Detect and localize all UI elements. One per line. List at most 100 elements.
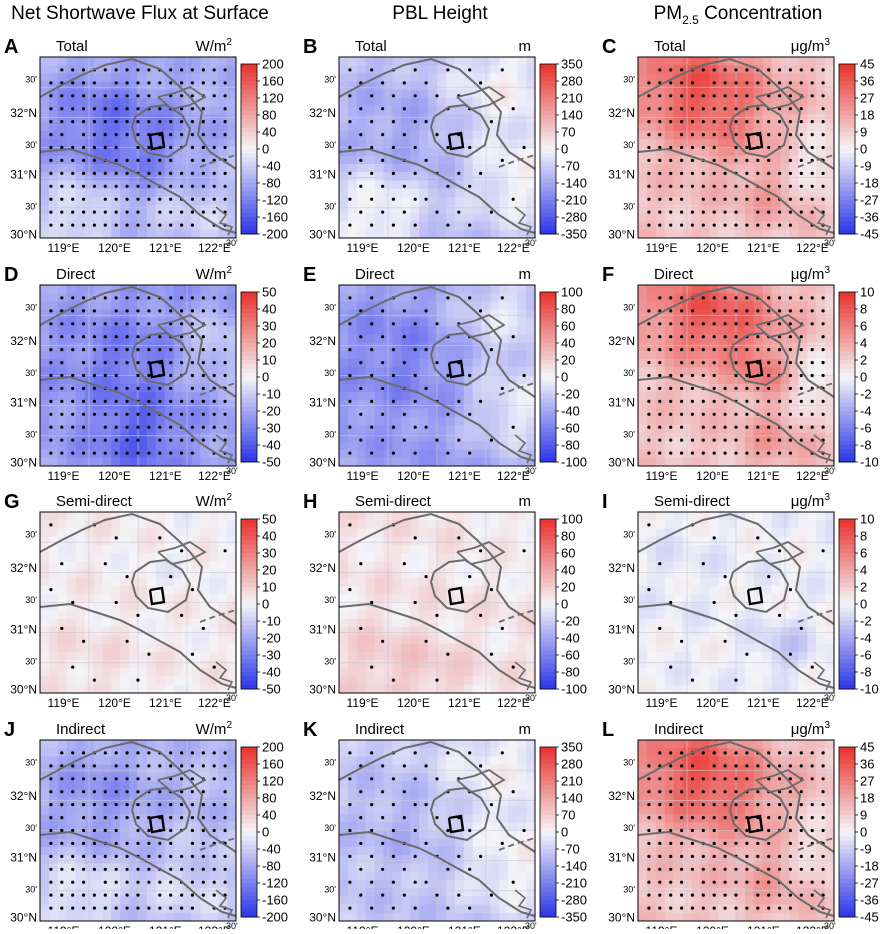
panel-d-colorbar-step — [241, 313, 257, 318]
panel-e-sig-dot — [501, 387, 504, 390]
panel-g-heat-cell — [111, 627, 120, 636]
panel-d-sig-dot — [224, 400, 227, 403]
panel-d-sig-dot — [93, 322, 96, 325]
panel-a-sig-dot — [126, 172, 129, 175]
panel-d-heat-cell — [129, 408, 138, 417]
panel-d-sig-dot — [191, 361, 194, 364]
panel-c-sig-dot — [702, 133, 705, 136]
panel-a-sig-dot — [82, 211, 85, 214]
panel-b-heat-cell — [437, 73, 446, 82]
panel-b-sig-dot — [403, 107, 406, 110]
panel-g-heat-cell — [40, 611, 49, 620]
panel-e-heat-cell — [446, 301, 455, 310]
panel-g-heat-cell — [49, 668, 58, 677]
panel-e-heat-cell — [428, 450, 437, 459]
panel-b-heat-cell — [526, 65, 535, 74]
panel-a-heat-cell — [102, 189, 111, 198]
panel-b-heat-cell — [517, 90, 526, 99]
panel-c-heat-cell — [718, 148, 727, 157]
panel-e-colorbar-step — [540, 330, 556, 335]
panel-d-colorbar-step — [241, 356, 257, 361]
panel-e-heat-cell — [455, 417, 464, 426]
panel-a-sig-dot — [115, 159, 118, 162]
panel-d-sig-dot — [104, 452, 107, 455]
panel-b-colorbar-step — [540, 85, 556, 90]
panel-d-heat-cell — [102, 458, 111, 467]
panel-f-sig-dot — [734, 322, 737, 325]
panel-d-heat-cell — [200, 417, 209, 426]
panel-a-heat-cell — [120, 148, 129, 157]
panel-e-sig-dot — [392, 426, 395, 429]
panel-d-sig-dot — [158, 348, 161, 351]
panel-a-sig-dot — [224, 133, 227, 136]
panel-a-sig-dot — [93, 120, 96, 123]
panel-d-heat-cell — [165, 408, 174, 417]
panel-g-heat-cell — [227, 561, 236, 570]
panel-e-heat-cell — [375, 326, 384, 335]
panel-g-heat-cell — [58, 677, 67, 686]
panel-f-heat-cell — [700, 351, 709, 360]
panel-f-heat-cell — [700, 376, 709, 385]
panel-e-heat-cell — [357, 425, 366, 434]
panel-g-heat-cell — [120, 603, 129, 612]
panel-b-colorbar-tick-label: -70 — [561, 159, 580, 174]
panel-f-sig-dot — [724, 426, 727, 429]
panel-a-heat-cell — [165, 213, 174, 222]
panel-f-heat-cell — [674, 441, 683, 450]
panel-e-heat-cell — [428, 318, 437, 327]
panel-e-colorbar-step — [540, 437, 556, 442]
panel-g-sig-dot — [60, 627, 63, 630]
panel-c-colorbar-step — [839, 98, 855, 103]
panel-d-sig-dot — [180, 322, 183, 325]
panel-d-colorbar-step — [241, 381, 257, 386]
panel-e-heat-cell — [508, 318, 517, 327]
panel-g-heat-cell — [156, 668, 165, 677]
panel-g-heat-cell — [120, 627, 129, 636]
panel-d-sig-dot — [202, 426, 205, 429]
panel-e-sig-dot — [348, 348, 351, 351]
panel-b-heat-cell — [517, 98, 526, 107]
panel-b-heat-cell — [366, 213, 375, 222]
panel-b-heat-cell — [357, 57, 366, 66]
pm-suffix: Concentration — [699, 3, 823, 24]
panel-f-sig-dot — [669, 296, 672, 299]
panel-e-heat-cell — [526, 334, 535, 343]
panel-e-sig-dot — [370, 452, 373, 455]
panel-e-heat-cell — [517, 400, 526, 409]
panel-b-heat-cell — [446, 123, 455, 132]
panel-c-heat-cell — [691, 73, 700, 82]
panel-f-sig-dot — [691, 374, 694, 377]
panel-a-unit: W/m2 — [196, 37, 233, 55]
panel-d-heat-cell — [102, 417, 111, 426]
panel-b-heat-cell — [508, 73, 517, 82]
panel-a-heat-cell — [58, 164, 67, 173]
panel-f-unit: μg/m3 — [791, 265, 831, 283]
panel-f-heat-cell — [665, 458, 674, 467]
panel-d-sig-dot — [115, 426, 118, 429]
panel-a-sig-dot — [213, 120, 216, 123]
panel-d-colorbar-step — [241, 377, 257, 382]
panel-e-colorbar-step — [540, 398, 556, 403]
panel-f-sig-dot — [680, 322, 683, 325]
panel-f-heat-cell — [700, 441, 709, 450]
panel-d-colorbar-step — [241, 394, 257, 399]
panel-c-sig-dot — [822, 198, 825, 201]
panel-g-heat-cell — [200, 578, 209, 587]
panel-e-heat-cell — [464, 285, 473, 294]
panel-a-colorbar-step — [241, 107, 257, 112]
panel-g-heat-cell — [67, 685, 76, 694]
panel-b-heat-cell — [490, 148, 499, 157]
panel-c-colorbar-tick-label: 9 — [860, 125, 867, 140]
panel-e-heat-cell — [339, 392, 348, 401]
panel-d-colorbar-step — [241, 347, 257, 352]
panel-d-colorbar-step — [241, 449, 257, 454]
panel-e-colorbar-step — [540, 347, 556, 352]
panel-b-heat-cell — [508, 115, 517, 124]
panel-d-sig-dot — [169, 439, 172, 442]
panel-a-heat-cell — [227, 123, 236, 132]
panel-f-sig-dot — [691, 413, 694, 416]
panel-c-sig-dot — [680, 133, 683, 136]
panel-d-heat-cell — [174, 392, 183, 401]
panel-e-sig-dot — [435, 361, 438, 364]
panel-b-heat-cell — [446, 197, 455, 206]
